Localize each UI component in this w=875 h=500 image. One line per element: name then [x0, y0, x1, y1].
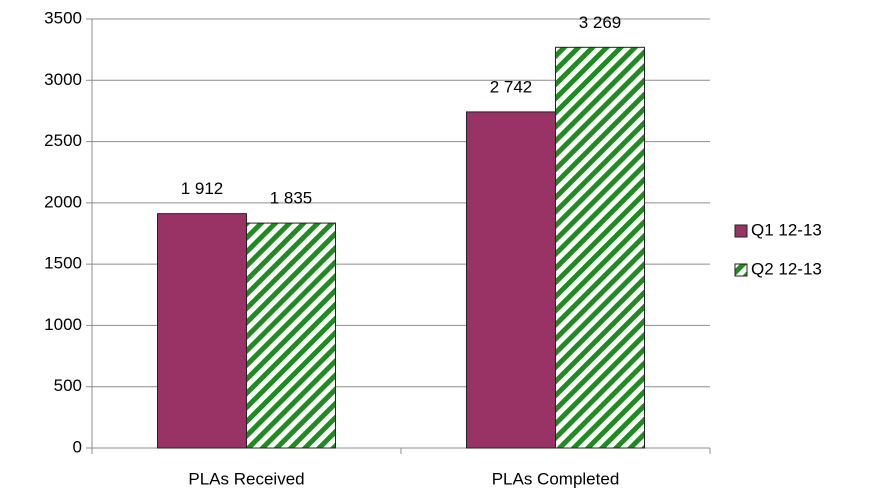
- bar: [555, 46, 645, 449]
- y-tick-label: 2000: [44, 192, 82, 211]
- x-tick-label: PLAs Received: [188, 469, 304, 488]
- y-tick-label: 1500: [44, 254, 82, 273]
- value-label: 3 269: [579, 13, 622, 32]
- bar: [157, 213, 247, 449]
- bar: [246, 222, 336, 449]
- legend-swatch: [734, 224, 748, 238]
- y-tick-label: 0: [73, 437, 82, 456]
- x-tick-label: PLAs Completed: [492, 469, 620, 488]
- bar: [466, 111, 556, 449]
- legend-label: Q2 12-13: [751, 259, 822, 278]
- legend-label: Q1 12-13: [751, 220, 822, 239]
- value-label: 1 912: [181, 179, 224, 198]
- y-tick-label: 1000: [44, 315, 82, 334]
- y-tick-label: 2500: [44, 131, 82, 150]
- legend-swatch: [734, 263, 748, 277]
- y-tick-label: 3500: [44, 8, 82, 27]
- value-label: 1 835: [270, 189, 313, 208]
- y-tick-label: 3000: [44, 70, 82, 89]
- value-label: 2 742: [490, 77, 533, 96]
- y-tick-label: 500: [54, 376, 82, 395]
